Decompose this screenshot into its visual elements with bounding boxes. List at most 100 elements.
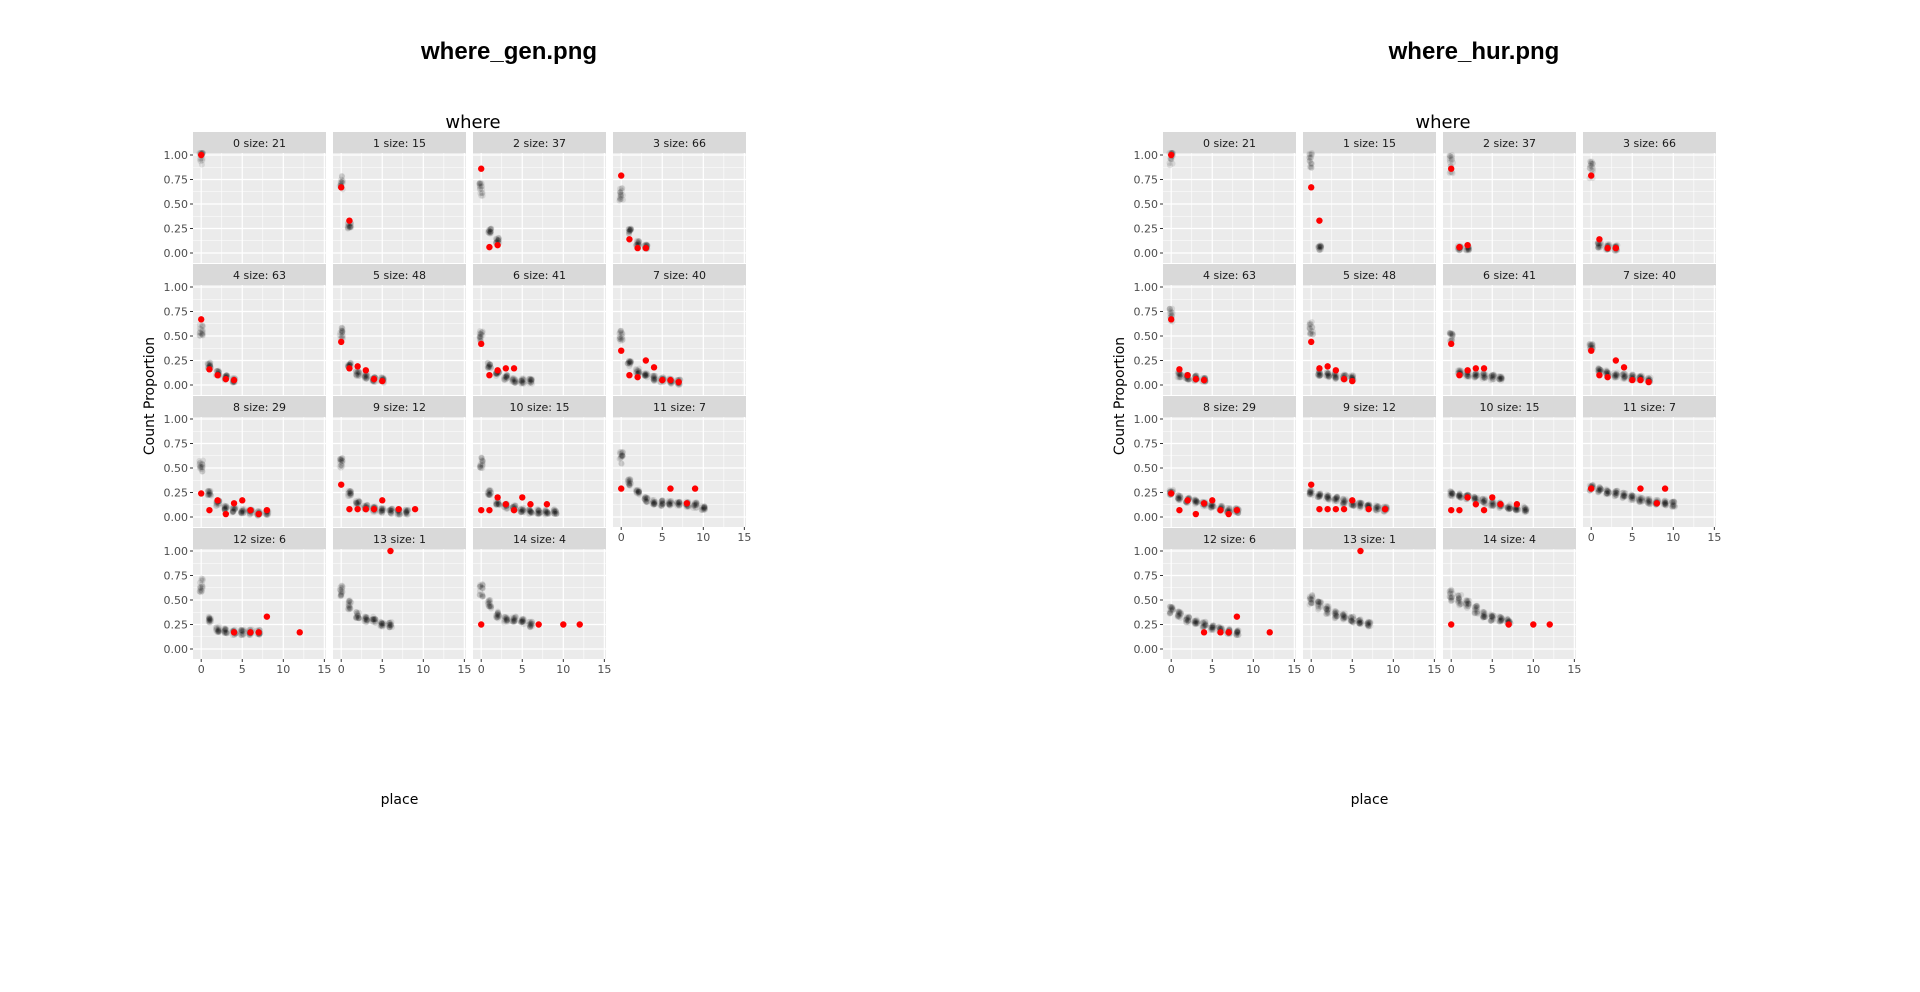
simulated-point — [205, 489, 212, 496]
simulated-point — [503, 373, 510, 380]
simulated-point — [1333, 497, 1340, 504]
simulated-point — [388, 621, 395, 628]
simulated-point — [512, 502, 519, 509]
simulated-point — [1472, 373, 1479, 380]
observed-point — [1308, 184, 1315, 191]
simulated-point — [675, 499, 682, 506]
simulated-point — [659, 500, 666, 507]
simulated-point — [1175, 496, 1182, 503]
simulated-point — [619, 330, 626, 337]
x-tick-label: 10 — [416, 663, 430, 676]
simulated-point — [504, 372, 511, 379]
facet-strip — [1583, 264, 1716, 285]
simulated-point — [666, 502, 673, 509]
simulated-point — [1167, 308, 1174, 315]
simulated-point — [362, 376, 369, 383]
simulated-point — [1323, 369, 1330, 376]
observed-point — [1464, 367, 1471, 374]
simulated-point — [1317, 372, 1324, 379]
simulated-point — [476, 180, 483, 187]
simulated-point — [346, 224, 353, 231]
simulated-point — [1308, 596, 1315, 603]
simulated-point — [1306, 489, 1313, 496]
simulated-point — [403, 509, 410, 516]
simulated-point — [1177, 374, 1184, 381]
simulated-point — [199, 583, 206, 590]
simulated-point — [643, 499, 650, 506]
simulated-point — [624, 360, 631, 367]
simulated-point — [371, 616, 378, 623]
simulated-point — [1351, 502, 1358, 509]
simulated-point — [1326, 494, 1333, 501]
simulated-point — [476, 333, 483, 340]
simulated-point — [378, 622, 385, 629]
simulated-point — [387, 507, 394, 514]
simulated-point — [199, 322, 206, 329]
simulated-point — [1176, 371, 1183, 378]
simulated-point — [478, 329, 485, 336]
simulated-point — [649, 375, 656, 382]
facet-strip — [473, 528, 606, 549]
simulated-point — [476, 584, 483, 591]
simulated-point — [338, 592, 345, 599]
simulated-point — [698, 507, 705, 514]
simulated-point — [1308, 330, 1315, 337]
simulated-point — [526, 506, 533, 513]
simulated-point — [352, 368, 359, 375]
simulated-point — [229, 508, 236, 515]
simulated-point — [617, 327, 624, 334]
simulated-point — [1331, 498, 1338, 505]
simulated-point — [519, 618, 526, 625]
observed-point — [1176, 366, 1183, 373]
simulated-point — [520, 615, 527, 622]
simulated-point — [1622, 371, 1629, 378]
simulated-point — [517, 505, 524, 512]
simulated-point — [206, 617, 213, 624]
simulated-point — [361, 615, 368, 622]
simulated-point — [486, 361, 493, 368]
simulated-point — [347, 491, 354, 498]
simulated-point — [388, 510, 395, 517]
simulated-point — [520, 376, 527, 383]
simulated-point — [1472, 370, 1479, 377]
observed-point — [346, 217, 353, 224]
simulated-point — [486, 226, 493, 233]
simulated-point — [1481, 374, 1488, 381]
simulated-point — [1447, 331, 1454, 338]
simulated-point — [196, 579, 203, 586]
simulated-point — [1463, 372, 1470, 379]
simulated-point — [1192, 500, 1199, 507]
simulated-point — [476, 592, 483, 599]
simulated-point — [552, 508, 559, 515]
simulated-point — [668, 497, 675, 504]
simulated-point — [519, 618, 526, 625]
simulated-point — [1596, 366, 1603, 373]
simulated-point — [636, 238, 643, 245]
simulated-point — [542, 508, 549, 515]
simulated-point — [387, 509, 394, 516]
simulated-point — [1446, 329, 1453, 336]
simulated-point — [644, 499, 651, 506]
simulated-point — [386, 507, 393, 514]
simulated-point — [658, 502, 665, 509]
simulated-point — [370, 619, 377, 626]
simulated-point — [1317, 491, 1324, 498]
simulated-point — [1332, 376, 1339, 383]
simulated-point — [361, 372, 368, 379]
simulated-point — [479, 457, 486, 464]
observed-point — [478, 621, 485, 628]
simulated-point — [1496, 613, 1503, 620]
simulated-point — [1341, 498, 1348, 505]
simulated-point — [667, 502, 674, 509]
simulated-point — [223, 503, 230, 510]
y-tick-label: 0.75 — [1134, 570, 1159, 583]
simulated-point — [338, 179, 345, 186]
simulated-point — [652, 500, 659, 507]
simulated-point — [486, 230, 493, 237]
simulated-point — [518, 378, 525, 385]
simulated-point — [698, 506, 705, 513]
simulated-point — [1325, 371, 1332, 378]
facet-panel: 14 size: 40 5 10 15 — [473, 528, 611, 676]
observed-point — [1546, 621, 1553, 628]
simulated-point — [223, 505, 230, 512]
